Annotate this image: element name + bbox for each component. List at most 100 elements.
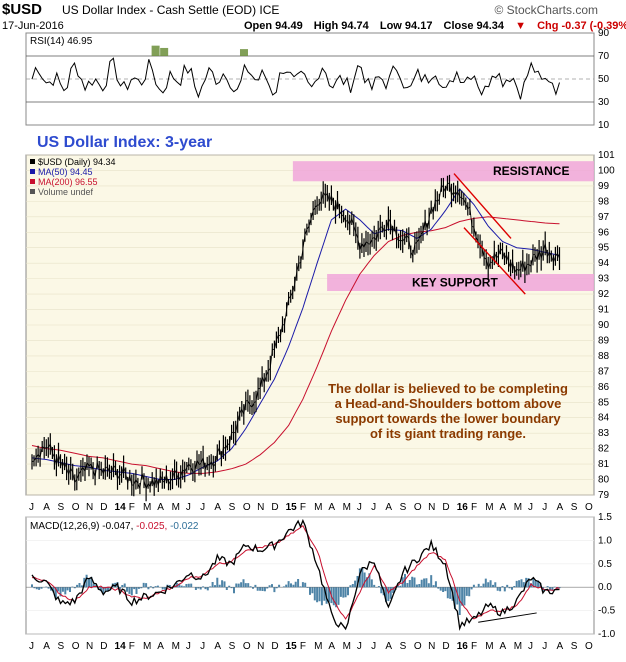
x-tick-label: J bbox=[357, 641, 362, 652]
resistance-label: RESISTANCE bbox=[493, 164, 569, 178]
x-tick-label: A bbox=[385, 502, 392, 513]
price-tick-label: 80 bbox=[598, 475, 610, 486]
macd-tick-label: 0.0 bbox=[598, 582, 612, 593]
x-tick-label: M bbox=[514, 641, 522, 652]
close-value: Close 94.34 bbox=[443, 20, 505, 32]
x-tick-label: N bbox=[428, 641, 435, 652]
rsi-tick-label: 30 bbox=[598, 97, 610, 108]
x-tick-label: F bbox=[471, 641, 477, 652]
price-tick-label: 81 bbox=[598, 459, 610, 470]
x-tick-label: F bbox=[129, 502, 135, 513]
price-tick-label: 101 bbox=[598, 150, 615, 161]
x-tick-label: M bbox=[514, 502, 522, 513]
macd-signal-line bbox=[31, 524, 560, 620]
price-tick-label: 89 bbox=[598, 335, 610, 346]
x-tick-label: 16 bbox=[457, 641, 469, 652]
macd-divergence-line bbox=[478, 612, 537, 623]
price-tick-label: 84 bbox=[598, 413, 610, 424]
legend-swatch bbox=[30, 179, 35, 184]
x-tick-label: S bbox=[571, 502, 578, 513]
x-tick-label: A bbox=[214, 641, 221, 652]
support-label: KEY SUPPORT bbox=[412, 276, 498, 290]
x-tick-label: O bbox=[414, 502, 422, 513]
x-tick-label: N bbox=[257, 641, 264, 652]
x-tick-label: A bbox=[499, 502, 506, 513]
price-tick-label: 85 bbox=[598, 397, 610, 408]
x-tick-label: J bbox=[528, 502, 533, 513]
x-tick-label: O bbox=[585, 502, 593, 513]
rsi-tick-label: 90 bbox=[598, 28, 610, 39]
x-tick-label: 14 bbox=[115, 502, 127, 513]
rsi-overbought-fill bbox=[160, 47, 169, 56]
price-tick-label: 92 bbox=[598, 289, 610, 300]
annotation-line: support towards the lower boundary bbox=[335, 411, 561, 426]
price-tick-label: 98 bbox=[598, 196, 610, 207]
x-tick-label: S bbox=[229, 502, 236, 513]
x-tick-label: M bbox=[143, 502, 151, 513]
x-tick-label: N bbox=[257, 502, 264, 513]
x-tick-label: A bbox=[556, 502, 563, 513]
rsi-panel: 10 30 50 70 90 RSI(14) 46.95 bbox=[25, 28, 610, 131]
x-tick-label: M bbox=[172, 641, 180, 652]
price-tick-label: 93 bbox=[598, 274, 610, 285]
price-line bbox=[31, 182, 560, 491]
x-tick-label: J bbox=[29, 641, 34, 652]
x-tick-label: A bbox=[556, 641, 563, 652]
x-tick-label: M bbox=[172, 502, 180, 513]
x-tick-label: M bbox=[485, 641, 493, 652]
macd-tick-label: 1.0 bbox=[598, 535, 612, 546]
x-tick-label: F bbox=[300, 641, 306, 652]
open-value: Open 94.49 bbox=[244, 20, 303, 32]
x-tick-label: 15 bbox=[286, 502, 298, 513]
x-tick-label: F bbox=[471, 502, 477, 513]
trendline-upper bbox=[453, 173, 512, 239]
x-tick-label: A bbox=[328, 641, 335, 652]
x-tick-label: J bbox=[186, 641, 191, 652]
x-tick-label: J bbox=[371, 641, 376, 652]
x-tick-label: A bbox=[328, 502, 335, 513]
macd-legend: MACD(12,26,9) -0.047, -0.025, -0.022 bbox=[30, 521, 199, 532]
x-tick-label: S bbox=[400, 641, 407, 652]
macd-tick-label: -0.5 bbox=[598, 606, 616, 617]
x-tick-label: O bbox=[72, 641, 80, 652]
brand-watermark: © StockCharts.com bbox=[494, 3, 598, 17]
x-tick-label: D bbox=[442, 502, 449, 513]
price-tick-label: 87 bbox=[598, 366, 610, 377]
legend-swatch bbox=[30, 169, 35, 174]
x-tick-label: M bbox=[343, 641, 351, 652]
x-tick-label: A bbox=[43, 641, 50, 652]
macd-tick-label: -1.0 bbox=[598, 629, 616, 640]
ohlc-readout: Open 94.49 High 94.74 Low 94.17 Close 94… bbox=[244, 20, 626, 32]
legend-item: MA(50) 94.45 bbox=[38, 167, 93, 177]
change-value: ▼ Chg -0.37 (-0.39%) bbox=[515, 20, 626, 32]
x-tick-label: D bbox=[271, 641, 278, 652]
price-tick-label: 82 bbox=[598, 444, 610, 455]
ma200-line bbox=[31, 216, 560, 474]
x-tick-label: A bbox=[499, 641, 506, 652]
x-tick-label: S bbox=[58, 641, 65, 652]
rsi-tick-label: 50 bbox=[598, 74, 610, 85]
x-tick-label: D bbox=[100, 641, 107, 652]
macd-line bbox=[31, 518, 560, 632]
x-tick-label: A bbox=[157, 641, 164, 652]
macd-tick-label: 0.5 bbox=[598, 559, 612, 570]
legend-item: $USD (Daily) 94.34 bbox=[38, 157, 116, 167]
macd-legend-label: MACD(12,26,9) -0.047, bbox=[30, 521, 136, 532]
annotation-line: a Head-and-Shoulders bottom above bbox=[335, 396, 562, 411]
macd-tick-label: 1.5 bbox=[598, 512, 612, 523]
rsi-line bbox=[31, 57, 560, 100]
exchange-text: ICE bbox=[259, 3, 280, 17]
rsi-tick-label: 10 bbox=[598, 120, 610, 131]
legend-swatch bbox=[30, 159, 35, 164]
x-tick-label: N bbox=[428, 502, 435, 513]
trendline-lower bbox=[463, 227, 526, 295]
description-text: US Dollar Index - Cash Settle (EOD) bbox=[62, 3, 257, 17]
legend-item: Volume undef bbox=[38, 187, 94, 197]
legend-item: MA(200) 96.55 bbox=[38, 177, 98, 187]
x-tick-label: O bbox=[243, 502, 251, 513]
x-tick-label: N bbox=[86, 502, 93, 513]
x-tick-label: M bbox=[343, 502, 351, 513]
x-tick-label: J bbox=[29, 502, 34, 513]
